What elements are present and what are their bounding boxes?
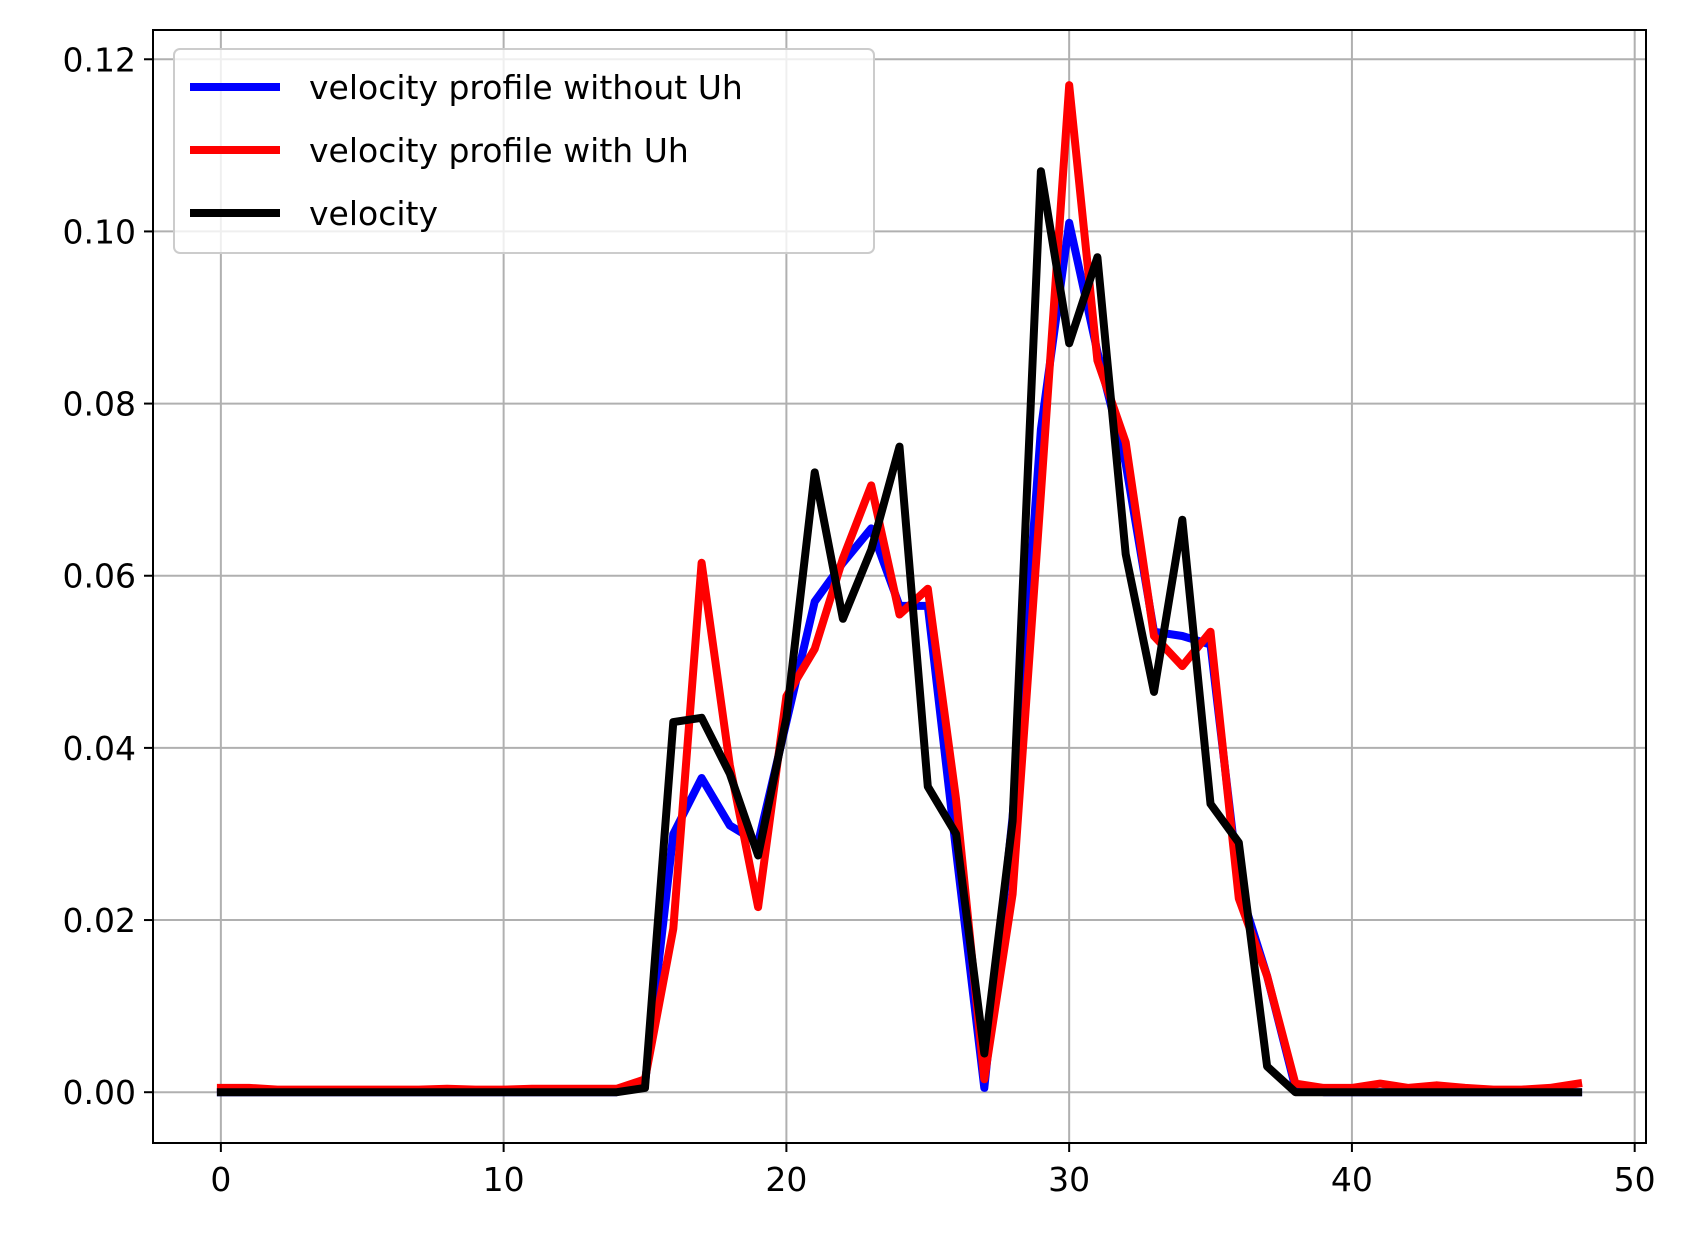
y-tick-label: 0.12 [63,40,136,79]
y-tick-label: 0.00 [63,1073,136,1112]
x-tick-label: 30 [1048,1160,1090,1199]
x-tick-label: 20 [765,1160,807,1199]
y-axis: 0.00 0.02 0.04 0.06 0.08 0.10 0.12 [63,40,153,1112]
legend-label-3: velocity [309,194,438,233]
y-tick-label: 0.10 [63,212,136,251]
y-tick-label: 0.08 [63,385,136,424]
legend: velocity profile without Uh velocity prof… [173,48,875,254]
plot-frame [152,29,1647,1144]
y-tick-label: 0.06 [63,557,136,596]
x-tick-label: 40 [1331,1160,1373,1199]
x-tick-label: 50 [1614,1160,1656,1199]
x-tick-label: 10 [483,1160,525,1199]
series-lines [216,81,1583,1097]
x-tick-label: 0 [210,1160,231,1199]
legend-label-2: velocity profile with Uh [309,131,689,170]
y-tick-label: 0.02 [63,901,136,940]
legend-label-1: velocity profile without Uh [309,68,743,107]
y-tick-label: 0.04 [63,729,136,768]
x-axis: 0 10 20 30 40 50 [210,1143,1656,1199]
legend-box [173,48,875,254]
series-line-3 [216,167,1583,1097]
